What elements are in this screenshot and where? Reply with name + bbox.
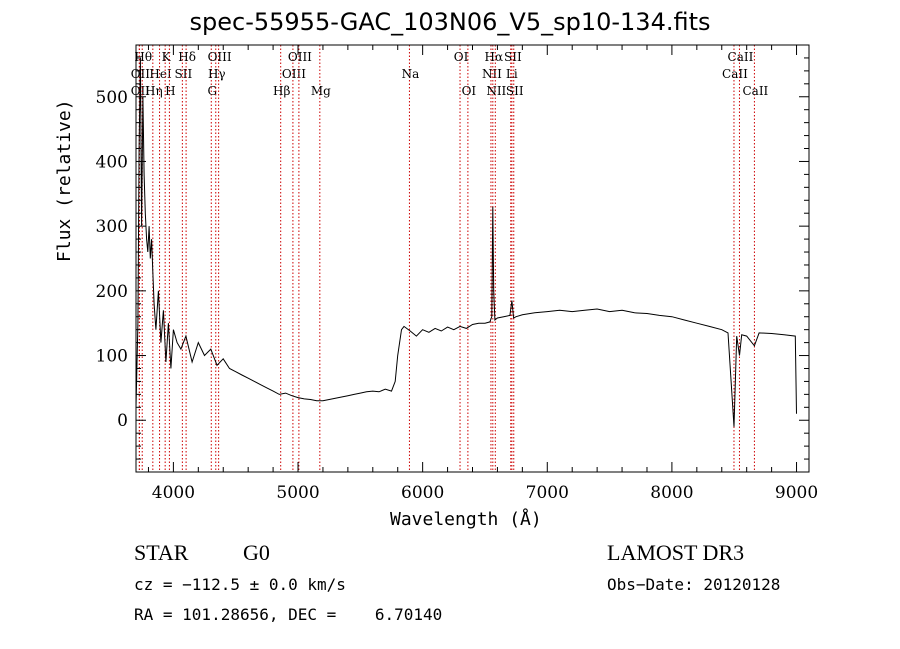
spectrum-line xyxy=(135,57,797,427)
y-tick-label-3: 300 xyxy=(96,217,128,237)
line-marker-label-4: HeI xyxy=(149,67,172,81)
line-marker-label-17: OI xyxy=(454,50,469,64)
object-subclass: G0 xyxy=(243,540,270,565)
y-tick-label-4: 400 xyxy=(96,152,128,172)
line-marker-label-12: Hβ xyxy=(273,84,290,98)
observation-date: Obs−Date: 20120128 xyxy=(607,575,781,594)
line-marker-label-7: SII xyxy=(175,67,193,81)
x-tick-label-4: 8000 xyxy=(650,483,693,503)
x-axis-label: Wavelength (Å) xyxy=(390,509,542,530)
redshift-cz: cz = −112.5 ± 0.0 km/s xyxy=(134,575,346,594)
line-marker-label-21: NII xyxy=(486,84,506,98)
line-marker-label-1: Hθ xyxy=(134,50,152,64)
line-marker-label-26: CaII xyxy=(728,50,754,64)
line-marker-label-18: OI xyxy=(462,84,477,98)
coordinates: RA = 101.28656, DEC = 6.70140 xyxy=(134,605,443,624)
x-tick-label-0: 4000 xyxy=(152,483,195,503)
line-marker-label-25: CaII xyxy=(722,67,748,81)
object-class: STAR xyxy=(134,540,189,565)
line-marker-label-24: SII xyxy=(506,84,524,98)
x-tick-label-1: 5000 xyxy=(276,483,319,503)
line-marker-label-2: Hη xyxy=(145,84,163,98)
line-marker-label-11: OIII xyxy=(208,50,232,64)
y-tick-label-1: 100 xyxy=(96,347,128,367)
x-tick-label-2: 6000 xyxy=(401,483,444,503)
chart-title: spec-55955-GAC_103N06_V5_sp10-134.fits xyxy=(189,8,711,36)
line-marker-label-10: Hγ xyxy=(208,67,226,81)
x-tick-label-3: 7000 xyxy=(526,483,569,503)
y-tick-label-2: 200 xyxy=(96,282,128,302)
line-marker-label-15: Mg xyxy=(311,84,331,98)
line-marker-label-19: NII xyxy=(482,67,502,81)
line-marker-label-6: H xyxy=(165,84,175,98)
x-tick-label-5: 9000 xyxy=(775,483,818,503)
line-marker-label-20: Hα xyxy=(485,50,504,64)
line-marker-label-8: Hδ xyxy=(178,50,196,64)
plot-frame xyxy=(135,44,810,473)
y-tick-label-0: 0 xyxy=(117,411,128,431)
line-marker-label-16: Na xyxy=(402,67,420,81)
line-marker-label-27: CaII xyxy=(742,84,768,98)
line-marker-label-5: K xyxy=(162,50,172,64)
y-axis-label: Flux (relative) xyxy=(54,99,75,262)
y-tick-label-5: 500 xyxy=(96,88,128,108)
line-marker-label-9: G xyxy=(207,84,217,98)
survey-name: LAMOST DR3 xyxy=(607,540,745,565)
line-marker-label-14: OIII xyxy=(288,50,312,64)
line-marker-label-23: SII xyxy=(504,50,522,64)
line-marker-label-13: OIII xyxy=(282,67,306,81)
